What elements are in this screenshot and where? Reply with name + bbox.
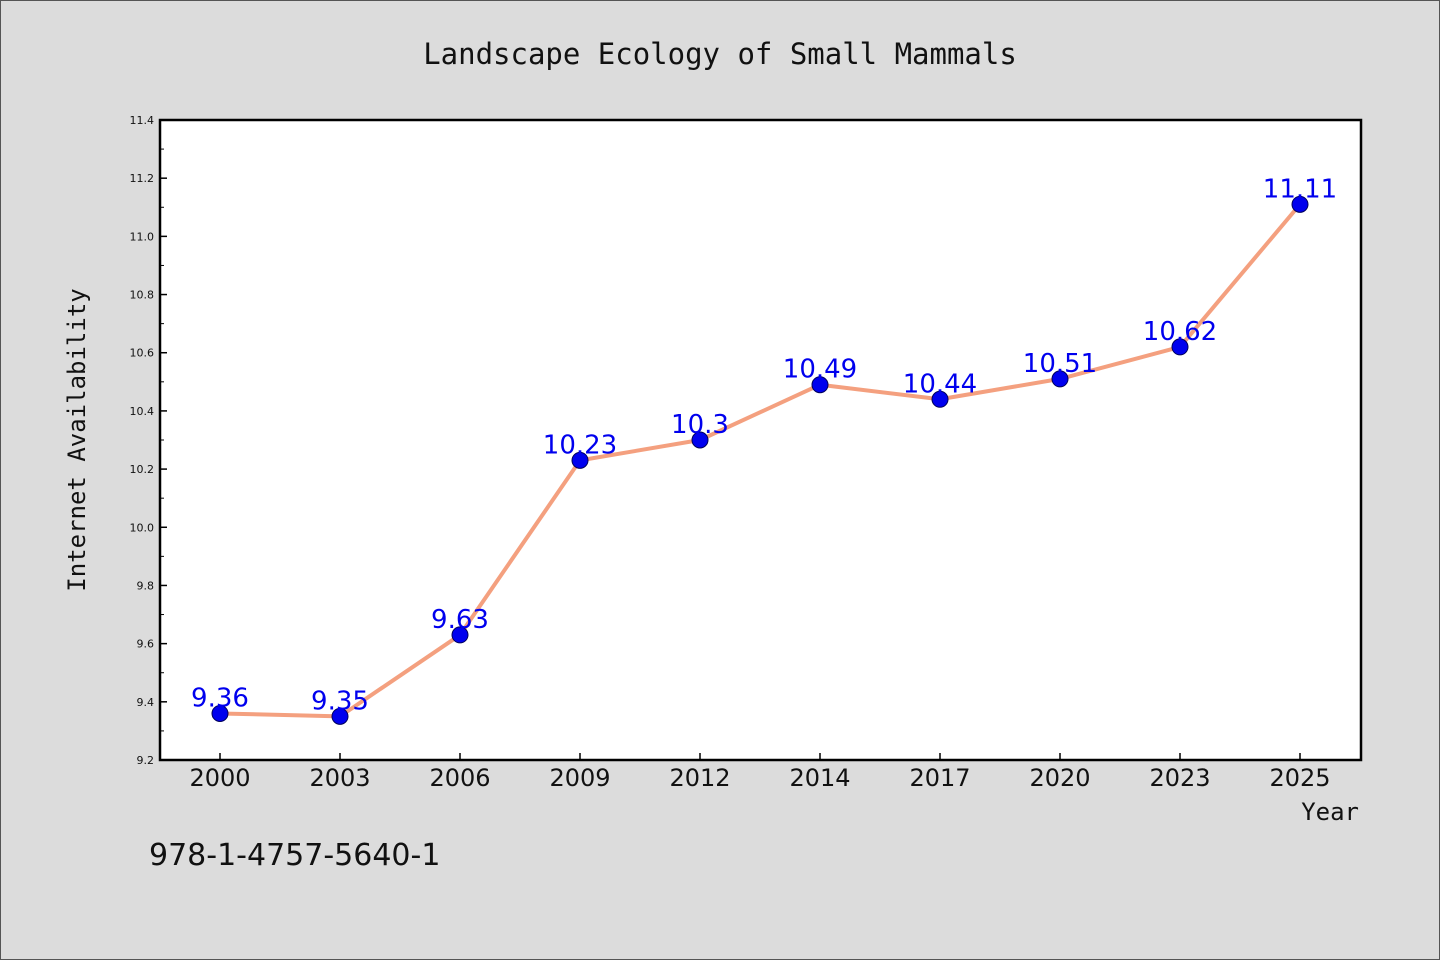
- data-label: 10.62: [1143, 317, 1217, 347]
- y-tick-label: 10.2: [130, 463, 155, 476]
- data-point: [1171, 338, 1189, 356]
- data-point: [211, 704, 229, 722]
- y-tick-label: 11.2: [130, 172, 155, 185]
- y-tick-label: 11.0: [130, 230, 155, 243]
- y-tick-label: 9.2: [137, 754, 155, 767]
- x-tick-label: 2025: [1269, 764, 1330, 792]
- y-tick-label: 10.6: [130, 347, 155, 360]
- y-tick-label: 9.6: [137, 638, 155, 651]
- x-tick-label: 2009: [549, 764, 610, 792]
- data-label: 9.35: [311, 686, 369, 716]
- y-axis-label: Internet Availability: [63, 288, 91, 591]
- isbn-code: 978-1-4757-5640-1: [149, 838, 440, 873]
- data-label: 9.36: [191, 683, 249, 713]
- data-point: [571, 451, 589, 469]
- data-point: [1291, 195, 1309, 213]
- y-tick-label: 10.4: [130, 405, 155, 418]
- x-axis-ticks: 2000 2003 2006 2009 2012 2014 2017 2020 2023 2025: [189, 753, 1331, 792]
- plot-frame: [158, 118, 1363, 762]
- y-tick-label: 9.4: [137, 696, 155, 709]
- chart-title: Landscape Ecology of Small Mammals: [423, 37, 1017, 71]
- series-markers: [211, 195, 1309, 725]
- data-label: 9.63: [431, 605, 489, 635]
- y-axis-ticks: 9.2 9.4 9.6 9.8 10.0 10.2 10.4 10.6 10.8 11.0 11.2…: [130, 114, 167, 767]
- y-tick-label: 9.8: [137, 579, 155, 592]
- x-tick-label: 2014: [789, 764, 850, 792]
- y-tick-label: 11.4: [130, 114, 155, 127]
- data-label: 10.51: [1023, 349, 1097, 379]
- data-labels: 9.36 9.35 9.63 10.23 10.3 10.49 10.44 10.51 10.6…: [191, 174, 1337, 716]
- data-label: 10.44: [903, 369, 977, 399]
- x-tick-label: 2012: [669, 764, 730, 792]
- data-point: [931, 390, 949, 408]
- data-label: 10.49: [783, 355, 857, 385]
- data-point: [331, 707, 349, 725]
- x-tick-label: 2006: [429, 764, 490, 792]
- data-label: 10.3: [671, 410, 729, 440]
- x-tick-label: 2017: [909, 764, 970, 792]
- x-tick-label: 2020: [1029, 764, 1090, 792]
- x-tick-label: 2023: [1149, 764, 1210, 792]
- data-point: [691, 431, 709, 449]
- plot-area: [160, 120, 1361, 760]
- data-point: [451, 626, 469, 644]
- x-tick-label: 2003: [309, 764, 370, 792]
- data-point: [811, 376, 829, 394]
- x-axis-label: Year: [1301, 798, 1359, 826]
- data-label: 11.11: [1263, 174, 1337, 204]
- y-tick-label: 10.0: [130, 521, 155, 534]
- y-tick-label: 10.8: [130, 289, 155, 302]
- x-tick-label: 2000: [189, 764, 250, 792]
- data-label: 10.23: [543, 430, 617, 460]
- series-line: [219, 203, 1302, 719]
- data-point: [1051, 370, 1069, 388]
